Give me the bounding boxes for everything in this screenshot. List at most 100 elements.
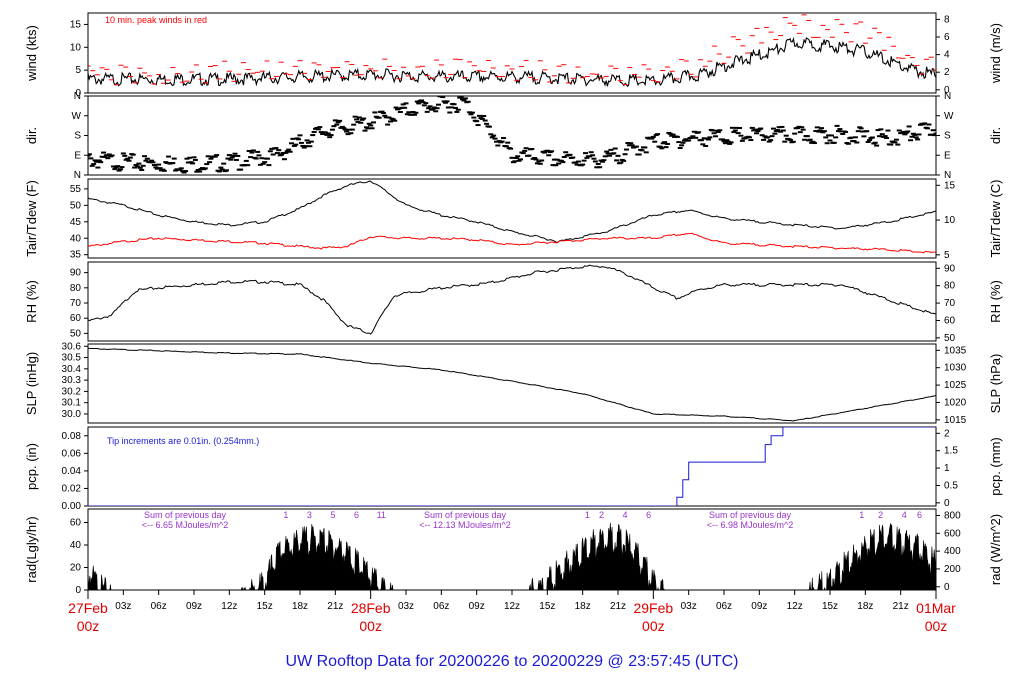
- y-right-tick-label: 6: [944, 32, 950, 43]
- x-tick-label: 06z: [151, 601, 167, 612]
- x-tick-label: 06z: [716, 601, 732, 612]
- x-tick-label: 18z: [575, 601, 591, 612]
- x-tick-label: 21z: [893, 601, 909, 612]
- daily-sum-value: <-- 12.13 MJoules/m^2: [419, 520, 511, 530]
- y-left-label: RH (%): [24, 280, 39, 323]
- series-line-1: [88, 232, 936, 254]
- y-right-tick-label: 60: [944, 315, 956, 326]
- y-left-label: SLP (inHg): [24, 352, 39, 415]
- daily-sum-title: Sum of previous day: [144, 510, 227, 520]
- plot-area: [88, 96, 936, 174]
- y-right-tick-label: 2: [944, 67, 950, 78]
- y-right-tick-label: E: [944, 150, 951, 161]
- plot-area: [88, 522, 936, 590]
- y-right-tick-label: 1025: [944, 380, 967, 391]
- series-line: [88, 264, 936, 335]
- y-left-tick-label: 90: [70, 268, 82, 279]
- sunshine-mark: 6: [917, 510, 922, 520]
- y-left-label: pcp. (in): [24, 443, 39, 490]
- daily-sum-value: <-- 6.98 MJoules/m^2: [707, 520, 794, 530]
- x-axis: 03z 06z 09z 12z 15z 18z 21z 03z 06z 09z 12z 15z 18z 2…: [68, 590, 956, 634]
- sunshine-mark: 2: [599, 510, 604, 520]
- y-left-tick-label: 35: [70, 250, 82, 261]
- series-line-0: [88, 36, 936, 88]
- y-left-tick-label: 45: [70, 217, 82, 228]
- y-right-label: dir.: [988, 127, 1003, 144]
- sunshine-mark: 11: [377, 510, 386, 520]
- x-tick-label: 03z: [681, 601, 697, 612]
- y-right-tick-label: 70: [944, 298, 956, 309]
- panel-frame: [87, 261, 937, 342]
- sunshine-mark: 4: [623, 510, 628, 520]
- y-right-tick-label: N: [944, 170, 951, 181]
- panel-4: 30.030.130.230.330.430.530.6 1015 1020 1025…: [24, 341, 1003, 426]
- y-left-tick-label: 30.4: [62, 364, 82, 375]
- y-right-tick-label: 400: [944, 546, 961, 557]
- y-right-tick-label: 8: [944, 14, 950, 25]
- panel-0: 0 5 10 15 0 2 4 6 8 wind (kts) wind (m/s) 10 min. p…: [24, 12, 1003, 99]
- y-right-tick-label: 0: [944, 498, 950, 509]
- y-left-tick-label: 60: [70, 518, 82, 529]
- y-left-tick-label: N: [74, 170, 81, 181]
- sunshine-mark: 1: [859, 510, 864, 520]
- y-left-label: wind (kts): [24, 25, 39, 82]
- y-right-tick-label: 1015: [944, 415, 967, 426]
- y-left-tick-label: 70: [70, 298, 82, 309]
- y-right-tick-label: 2: [944, 428, 950, 439]
- y-right-tick-label: 50: [944, 333, 956, 344]
- y-right-tick-label: 1035: [944, 345, 967, 356]
- x-tick-label: 18z: [292, 601, 308, 612]
- y-right-tick-label: N: [944, 91, 951, 102]
- sunshine-mark: 3: [307, 510, 312, 520]
- x-tick-label: 18z: [857, 601, 873, 612]
- x-day-time: 00z: [77, 618, 100, 634]
- y-left-tick-label: 60: [70, 313, 82, 324]
- x-day-time: 00z: [925, 618, 948, 634]
- x-tick-label: 03z: [115, 601, 131, 612]
- y-right-tick-label: W: [944, 111, 954, 122]
- y-right-label: SLP (hPa): [988, 354, 1003, 414]
- y-left-tick-label: N: [74, 91, 81, 102]
- y-right-tick-label: 600: [944, 528, 961, 539]
- plot-area: [88, 264, 936, 335]
- x-tick-label: 15z: [822, 601, 838, 612]
- y-right-tick-label: 1030: [944, 363, 967, 374]
- plot-area: [88, 14, 936, 88]
- sunshine-mark: 1: [585, 510, 590, 520]
- y-left-tick-label: 0.00: [62, 501, 82, 512]
- plot-area: [88, 427, 936, 506]
- sunshine-mark: 6: [354, 510, 359, 520]
- y-left-tick-label: 30.1: [62, 398, 82, 409]
- y-left-tick-label: 10: [70, 42, 82, 53]
- x-day-date: 01Mar: [916, 600, 956, 616]
- x-tick-label: 06z: [433, 601, 449, 612]
- y-right-tick-label: 1020: [944, 397, 967, 408]
- sunshine-mark: 4: [902, 510, 907, 520]
- x-tick-label: 12z: [787, 601, 803, 612]
- x-day-time: 00z: [359, 618, 382, 634]
- panel-frame: [87, 12, 937, 94]
- sunshine-mark: 6: [646, 510, 651, 520]
- y-right-tick-label: 800: [944, 510, 961, 521]
- y-left-tick-label: S: [74, 131, 81, 142]
- y-left-tick-label: 0.08: [62, 431, 82, 442]
- y-right-tick-label: S: [944, 131, 951, 142]
- y-right-label: Tair/Tdew (C): [988, 179, 1003, 257]
- y-left-tick-label: 0: [75, 585, 81, 596]
- y-left-tick-label: 0: [75, 88, 81, 99]
- y-right-label: pcp. (mm): [988, 437, 1003, 496]
- x-tick-label: 12z: [221, 601, 237, 612]
- panel-5: 0.00 0.02 0.04 0.06 0.08 0 0.5 1 1.5 2 pcp. (in) pc…: [24, 426, 1003, 512]
- daily-sum-title: Sum of previous day: [424, 510, 507, 520]
- y-left-tick-label: 30.5: [62, 353, 82, 364]
- y-right-label: rad (W/m^2): [988, 514, 1003, 585]
- y-right-tick-label: 4: [944, 50, 950, 61]
- y-right-label: wind (m/s): [988, 23, 1003, 84]
- series-line-0: [88, 180, 936, 243]
- x-day-date: 28Feb: [351, 600, 391, 616]
- y-left-tick-label: W: [72, 111, 82, 122]
